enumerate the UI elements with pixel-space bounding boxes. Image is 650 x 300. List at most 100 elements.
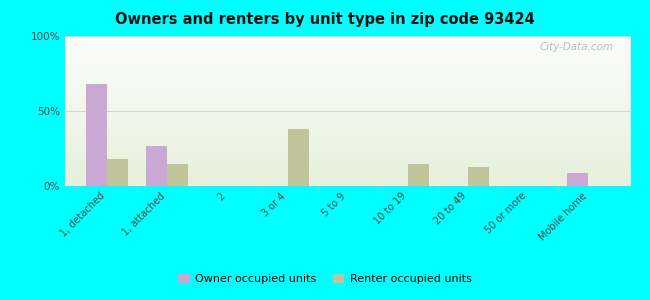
Bar: [65, 79, 630, 80]
Bar: [65, 161, 630, 162]
Bar: [65, 71, 630, 72]
Bar: [65, 62, 630, 63]
Bar: [468, 167, 489, 186]
Bar: [65, 98, 630, 99]
Bar: [65, 104, 630, 105]
Bar: [65, 73, 630, 74]
Bar: [65, 173, 630, 174]
Bar: [65, 82, 630, 83]
Bar: [408, 164, 429, 186]
Bar: [65, 102, 630, 103]
Bar: [65, 44, 630, 45]
Bar: [65, 158, 630, 159]
Bar: [65, 182, 630, 183]
Bar: [65, 169, 630, 170]
Bar: [65, 90, 630, 91]
Bar: [65, 178, 630, 179]
Bar: [65, 180, 630, 181]
Bar: [65, 154, 630, 155]
Bar: [65, 185, 630, 186]
Bar: [65, 53, 630, 54]
Bar: [65, 85, 630, 86]
Bar: [65, 162, 630, 163]
Bar: [65, 39, 630, 40]
Bar: [65, 95, 630, 96]
Bar: [65, 91, 630, 92]
Bar: [86, 84, 107, 186]
Bar: [65, 138, 630, 139]
Bar: [65, 113, 630, 114]
Bar: [65, 65, 630, 66]
Bar: [65, 127, 630, 128]
Bar: [65, 165, 630, 166]
Bar: [65, 146, 630, 147]
Bar: [65, 36, 630, 37]
Bar: [65, 88, 630, 89]
Bar: [65, 157, 630, 158]
Bar: [65, 135, 630, 136]
Bar: [167, 164, 188, 186]
Bar: [65, 181, 630, 182]
Bar: [65, 155, 630, 156]
Bar: [65, 136, 630, 137]
Bar: [65, 175, 630, 176]
Bar: [287, 129, 309, 186]
Bar: [65, 92, 630, 93]
Bar: [65, 172, 630, 173]
Bar: [65, 124, 630, 125]
Bar: [65, 105, 630, 106]
Bar: [65, 45, 630, 46]
Bar: [65, 66, 630, 67]
Bar: [65, 49, 630, 50]
Bar: [65, 118, 630, 119]
Bar: [65, 55, 630, 56]
Bar: [65, 108, 630, 109]
Bar: [65, 57, 630, 58]
Bar: [65, 152, 630, 153]
Legend: Owner occupied units, Renter occupied units: Owner occupied units, Renter occupied un…: [174, 269, 476, 288]
Bar: [65, 74, 630, 75]
Bar: [65, 183, 630, 184]
Bar: [65, 82, 630, 83]
Bar: [65, 140, 630, 141]
Bar: [567, 172, 588, 186]
Bar: [65, 101, 630, 102]
Bar: [65, 176, 630, 177]
Bar: [65, 60, 630, 61]
Bar: [65, 174, 630, 175]
Bar: [65, 64, 630, 65]
Bar: [65, 111, 630, 112]
Bar: [65, 156, 630, 157]
Bar: [65, 129, 630, 130]
Bar: [65, 40, 630, 41]
Bar: [65, 67, 630, 68]
Bar: [65, 59, 630, 60]
Bar: [65, 177, 630, 178]
Bar: [65, 80, 630, 81]
Bar: [65, 89, 630, 90]
Bar: [65, 167, 630, 168]
Bar: [65, 97, 630, 98]
Bar: [65, 103, 630, 104]
Bar: [65, 58, 630, 59]
Bar: [65, 76, 630, 77]
Bar: [65, 149, 630, 150]
Text: Owners and renters by unit type in zip code 93424: Owners and renters by unit type in zip c…: [115, 12, 535, 27]
Bar: [65, 106, 630, 107]
Bar: [65, 52, 630, 53]
Bar: [65, 110, 630, 111]
Bar: [65, 125, 630, 126]
Bar: [65, 61, 630, 62]
Bar: [65, 163, 630, 164]
Bar: [65, 134, 630, 135]
Bar: [65, 118, 630, 119]
Bar: [65, 164, 630, 165]
Bar: [65, 112, 630, 113]
Bar: [65, 145, 630, 146]
Bar: [65, 56, 630, 57]
Bar: [65, 114, 630, 115]
Bar: [65, 81, 630, 82]
Bar: [65, 179, 630, 180]
Bar: [65, 38, 630, 39]
Bar: [65, 99, 630, 100]
